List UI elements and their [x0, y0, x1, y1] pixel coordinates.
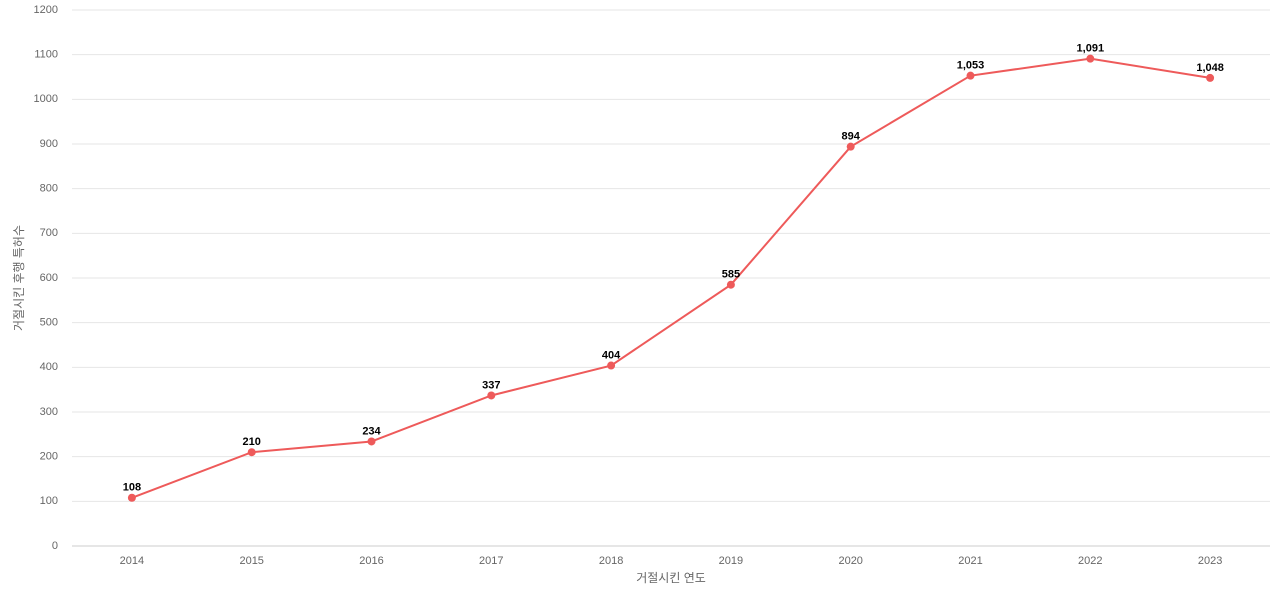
x-axis-title: 거절시킨 연도	[636, 571, 706, 585]
point	[1086, 54, 1095, 63]
x-tick-label: 2022	[1078, 555, 1102, 567]
y-axis-title: 거절시킨 후행 특허수	[11, 225, 26, 331]
point	[247, 448, 256, 457]
point	[966, 71, 975, 80]
y-tick-label: 900	[40, 138, 58, 150]
line	[131, 57, 1211, 499]
y-tick-label: 400	[40, 361, 58, 373]
x-tick-label: 2021	[958, 555, 982, 567]
x-tick-label: 2015	[239, 555, 263, 567]
value-label: 404	[602, 349, 621, 361]
y-tick-label: 1200	[34, 4, 58, 16]
value-label: 1,053	[957, 60, 985, 72]
point	[487, 391, 496, 400]
x-tick-label: 2019	[719, 555, 743, 567]
y-tick-label: 200	[40, 451, 58, 463]
y-tick-label: 600	[40, 272, 58, 284]
y-tick-label: 0	[52, 540, 58, 552]
y-tick-label: 1000	[34, 93, 58, 105]
x-tick-label: 2016	[359, 555, 383, 567]
y-tick-label: 100	[40, 495, 58, 507]
x-tick-label: 2018	[599, 555, 623, 567]
value-label: 585	[722, 269, 740, 281]
value-label: 894	[842, 131, 861, 143]
x-tick-label: 2023	[1198, 555, 1222, 567]
value-label: 210	[243, 436, 261, 448]
value-label: 1,048	[1196, 62, 1224, 74]
x-tick-label: 2020	[838, 555, 862, 567]
x-tick-label: 2014	[120, 555, 144, 567]
y-tick-label: 1100	[34, 49, 58, 61]
point	[127, 493, 136, 502]
value-label: 1,091	[1077, 43, 1105, 55]
y-tick-label: 800	[40, 183, 58, 195]
y-tick-label: 500	[40, 317, 58, 329]
value-label: 337	[482, 379, 500, 391]
value-label: 108	[123, 482, 141, 494]
y-tick-label: 700	[40, 227, 58, 239]
point	[1206, 73, 1215, 82]
point	[607, 361, 616, 370]
point	[367, 437, 376, 446]
point	[846, 142, 855, 151]
y-tick-label: 300	[40, 406, 58, 418]
value-label: 234	[362, 425, 381, 437]
x-tick-label: 2017	[479, 555, 503, 567]
point	[726, 280, 735, 289]
